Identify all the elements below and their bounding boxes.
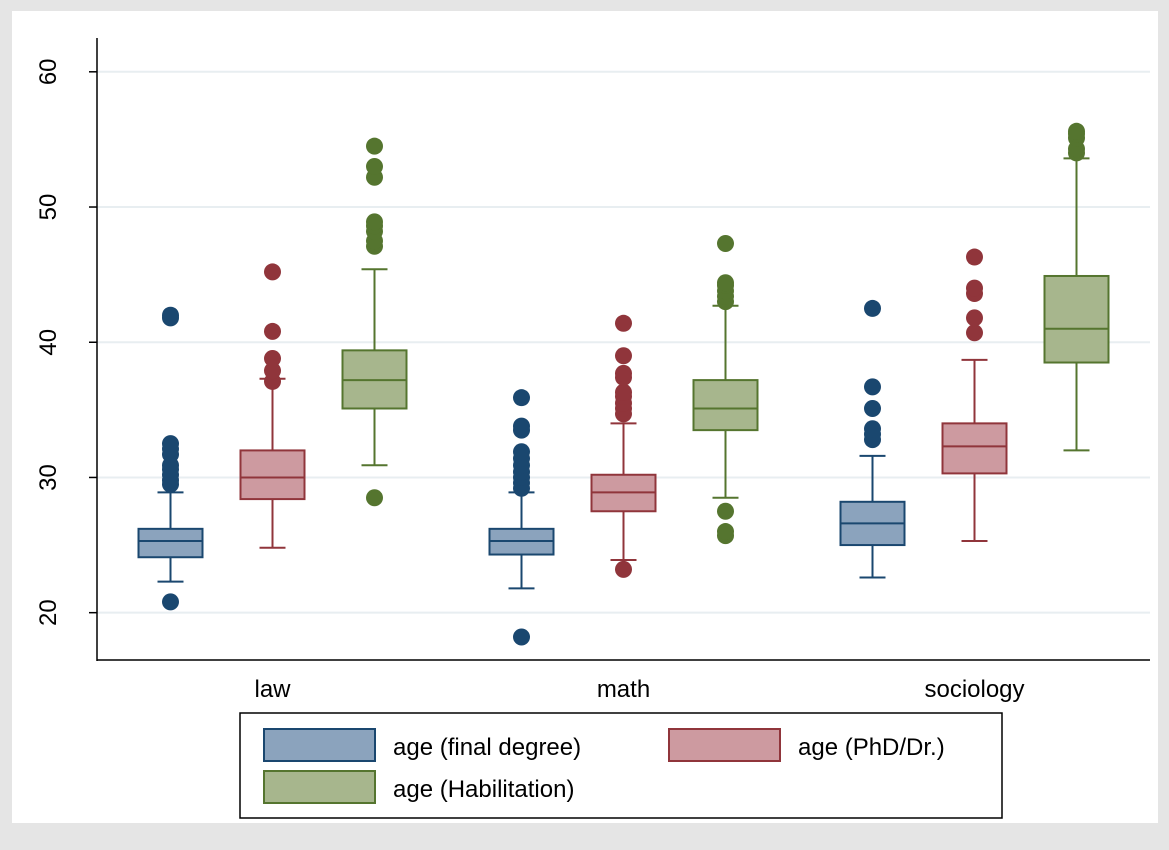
outlier-point xyxy=(864,420,881,438)
y-axis: 20 30 40 50 60 xyxy=(35,38,98,661)
outlier-point xyxy=(966,309,983,327)
outlier-point xyxy=(513,417,530,435)
outlier-point xyxy=(864,378,881,396)
outlier-point xyxy=(366,213,383,231)
box-iqr xyxy=(239,449,306,501)
outlier-point xyxy=(615,364,632,382)
y-tick-label: 60 xyxy=(35,58,62,85)
box-age-phd-dr--sociology xyxy=(941,248,1008,543)
figure-canvas xyxy=(12,11,1158,823)
outlier-point xyxy=(366,489,383,507)
x-tick-label: math xyxy=(597,676,650,703)
y-tick-label: 20 xyxy=(35,599,62,626)
box-age-habilitation--math xyxy=(692,235,759,545)
outlier-point xyxy=(513,628,530,646)
outlier-point xyxy=(864,299,881,317)
legend-label: age (final degree) xyxy=(393,734,581,761)
outlier-point xyxy=(366,137,383,155)
x-axis: law math sociology xyxy=(97,659,1150,703)
outlier-point xyxy=(864,399,881,417)
box-age-habilitation--law xyxy=(341,137,408,507)
outlier-point xyxy=(513,443,530,461)
box-age-final-degree--math xyxy=(488,389,555,646)
box-iqr xyxy=(941,422,1008,475)
outlier-point xyxy=(966,279,983,297)
x-tick-label: sociology xyxy=(924,676,1024,703)
outlier-point xyxy=(162,435,179,453)
box-age-final-degree--sociology xyxy=(839,299,906,579)
x-tick-label: law xyxy=(254,676,291,703)
outlier-point xyxy=(162,306,179,324)
legend-key xyxy=(263,728,376,762)
box-age-habilitation--sociology xyxy=(1043,122,1110,452)
outlier-point xyxy=(264,362,281,380)
box-age-phd-dr--law xyxy=(239,263,306,549)
legend-label: age (Habilitation) xyxy=(393,776,574,803)
outlier-point xyxy=(1068,122,1085,140)
box-iqr xyxy=(1043,274,1110,364)
outlier-point xyxy=(717,274,734,292)
outlier-point xyxy=(966,248,983,266)
outlier-point xyxy=(717,502,734,520)
outlier-point xyxy=(615,347,632,365)
box-series xyxy=(137,122,1110,646)
outlier-point xyxy=(264,322,281,340)
outlier-point xyxy=(513,389,530,407)
outlier-point xyxy=(615,314,632,332)
outlier-point xyxy=(717,235,734,253)
box-iqr xyxy=(692,379,759,432)
outlier-point xyxy=(162,593,179,611)
legend-key xyxy=(263,770,376,804)
outlier-point xyxy=(615,383,632,401)
outlier-point xyxy=(264,349,281,367)
y-tick-label: 30 xyxy=(35,464,62,491)
outlier-point xyxy=(966,324,983,342)
outlier-point xyxy=(615,560,632,578)
box-age-phd-dr--math xyxy=(590,314,657,578)
y-tick-label: 40 xyxy=(35,329,62,356)
legend-label: age (PhD/Dr.) xyxy=(798,734,945,761)
box-iqr xyxy=(137,527,204,559)
box-age-final-degree--law xyxy=(137,306,204,611)
outlier-point xyxy=(717,523,734,541)
legend-key xyxy=(668,728,781,762)
legend: age (final degree) age (PhD/Dr.) age (Habi… xyxy=(239,712,1003,819)
outlier-point xyxy=(366,157,383,175)
y-tick-label: 50 xyxy=(35,194,62,221)
outlier-point xyxy=(264,263,281,281)
